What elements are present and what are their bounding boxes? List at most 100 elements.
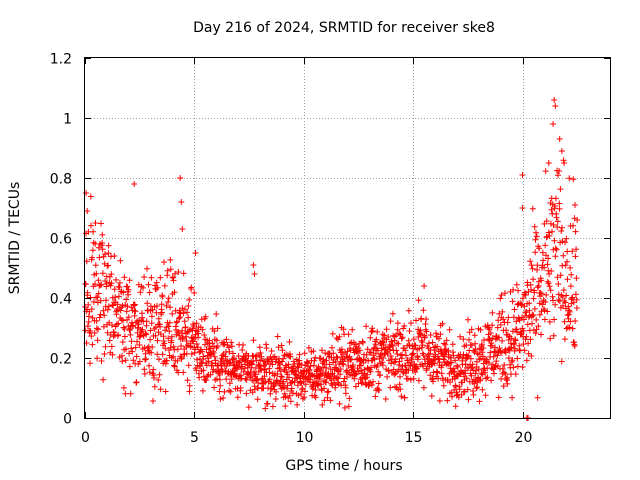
data-point xyxy=(147,327,154,334)
data-point xyxy=(501,369,507,376)
data-point xyxy=(557,186,564,193)
data-point xyxy=(287,353,294,360)
data-point xyxy=(266,369,273,376)
data-point xyxy=(275,344,282,351)
data-point xyxy=(533,233,540,240)
data-point xyxy=(377,372,384,378)
data-point xyxy=(498,375,505,382)
data-point xyxy=(527,336,534,343)
data-point xyxy=(393,332,400,339)
data-point xyxy=(573,275,580,282)
data-point xyxy=(536,245,543,252)
data-point xyxy=(280,355,287,362)
data-point xyxy=(543,218,550,225)
data-point xyxy=(105,242,112,249)
data-point xyxy=(181,318,188,325)
data-point xyxy=(375,347,381,354)
data-point xyxy=(556,136,563,142)
data-point xyxy=(188,284,195,291)
data-point xyxy=(350,362,356,368)
data-point xyxy=(327,397,334,404)
data-point xyxy=(193,327,199,334)
data-point xyxy=(405,307,412,314)
data-point xyxy=(450,349,456,356)
data-point xyxy=(394,326,401,333)
data-point xyxy=(151,383,158,390)
data-point xyxy=(110,329,117,336)
data-point xyxy=(494,324,501,331)
data-point xyxy=(413,365,420,372)
data-point xyxy=(334,367,341,374)
data-point xyxy=(158,309,165,316)
data-point xyxy=(103,281,110,287)
data-point xyxy=(155,376,162,383)
data-point xyxy=(397,386,404,393)
data-point xyxy=(395,340,402,347)
data-point xyxy=(98,220,104,227)
data-point xyxy=(391,333,398,340)
data-point xyxy=(264,400,271,407)
data-point xyxy=(499,337,506,344)
data-point xyxy=(171,346,178,353)
data-point xyxy=(379,338,386,345)
data-point xyxy=(435,335,442,342)
data-point xyxy=(200,353,207,360)
data-point xyxy=(330,350,337,357)
data-point xyxy=(430,378,437,385)
data-point xyxy=(550,297,556,304)
data-point xyxy=(495,394,502,401)
data-point xyxy=(305,344,312,351)
data-point xyxy=(268,348,275,354)
data-point xyxy=(533,326,540,333)
data-point xyxy=(420,307,427,314)
data-point xyxy=(494,352,501,359)
data-point xyxy=(263,345,270,352)
data-point xyxy=(495,317,502,324)
data-point xyxy=(294,363,301,370)
data-point xyxy=(342,384,349,391)
data-point xyxy=(420,384,427,391)
data-point xyxy=(148,320,155,327)
data-point xyxy=(269,361,276,368)
data-point xyxy=(508,335,515,342)
data-point xyxy=(557,272,564,279)
data-point xyxy=(510,364,517,371)
chart-title: Day 216 of 2024, SRMTID for receiver ske… xyxy=(193,20,495,36)
data-point xyxy=(187,343,194,350)
data-point xyxy=(129,348,136,355)
y-axis-label: SRMTID / TECUs xyxy=(7,182,23,295)
data-point xyxy=(500,316,507,323)
data-point xyxy=(487,330,494,337)
data-point xyxy=(123,346,129,352)
data-point xyxy=(525,340,532,347)
data-point xyxy=(436,397,443,404)
data-point xyxy=(465,352,472,359)
data-point xyxy=(142,350,149,357)
data-point xyxy=(527,258,534,265)
data-point xyxy=(155,315,162,322)
data-point xyxy=(302,381,309,388)
data-point xyxy=(174,318,181,325)
data-point xyxy=(174,357,181,364)
data-point xyxy=(99,246,106,253)
data-point xyxy=(520,327,527,334)
data-point xyxy=(89,254,96,261)
data-point xyxy=(500,383,507,390)
data-point xyxy=(194,356,201,363)
data-point xyxy=(179,334,186,341)
data-point xyxy=(498,292,505,298)
data-point xyxy=(153,286,160,293)
data-point xyxy=(550,332,557,339)
data-point xyxy=(126,277,133,284)
data-point xyxy=(267,390,274,397)
data-point xyxy=(295,364,302,371)
data-point xyxy=(220,395,227,401)
data-point xyxy=(190,323,197,329)
data-point xyxy=(185,314,192,321)
data-point xyxy=(168,333,175,340)
data-point xyxy=(386,357,392,364)
data-point xyxy=(87,360,93,367)
data-point xyxy=(413,317,419,324)
data-point xyxy=(561,160,568,166)
data-point xyxy=(388,338,395,345)
